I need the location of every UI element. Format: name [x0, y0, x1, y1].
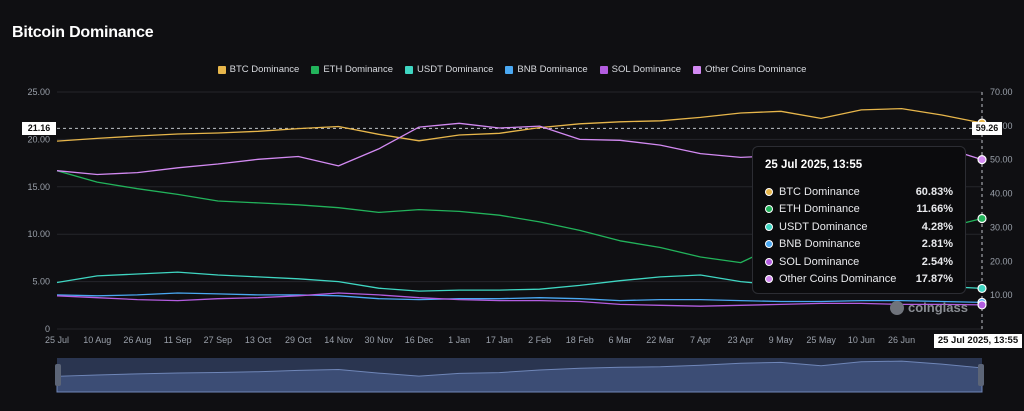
- crosshair-right-value: 59.26: [972, 122, 1002, 135]
- tooltip-dot-btc: [765, 187, 773, 196]
- navigator-area: [56, 360, 983, 393]
- tooltip-value: 4.28%: [921, 220, 953, 233]
- y-right-tick: 70.00: [990, 87, 1013, 97]
- tooltip-dot-usdt: [765, 222, 773, 231]
- coinglass-logo-icon: [890, 300, 904, 315]
- tooltip-title: 25 Jul 2025, 13:55: [765, 159, 863, 171]
- x-tick: 23 Apr: [728, 335, 754, 345]
- y-right-tick: 50.00: [990, 155, 1013, 165]
- x-tick: 14 Nov: [324, 335, 353, 345]
- series-line-bnb[interactable]: [56, 292, 983, 304]
- watermark: coinglass: [890, 300, 968, 315]
- x-tick: 1 Jan: [448, 335, 470, 345]
- legend-label-other: Other Coins Dominance: [705, 64, 807, 75]
- x-tick: 11 Sep: [164, 335, 192, 345]
- legend-label-btc: BTC Dominance: [229, 64, 300, 75]
- range-navigator[interactable]: [55, 358, 984, 393]
- x-tick: 25 May: [806, 335, 836, 345]
- legend-item-usdt[interactable]: USDT Dominance: [405, 64, 493, 75]
- crosshair-left-value: 21.16: [22, 122, 56, 135]
- navigator-handle-left[interactable]: [55, 364, 61, 386]
- tooltip-row-btc: BTC Dominance 60.83%: [765, 183, 953, 201]
- x-tick: 10 Jun: [848, 335, 875, 345]
- legend-label-sol: SOL Dominance: [611, 64, 681, 75]
- x-tick: 6 Mar: [609, 335, 632, 345]
- x-tick: 16 Dec: [405, 335, 434, 345]
- y-left-tick: 20.00: [27, 134, 50, 144]
- series-line-btc[interactable]: [56, 107, 983, 142]
- legend-swatch-usdt: [405, 65, 414, 74]
- legend-label-bnb: BNB Dominance: [517, 64, 588, 75]
- y-right-tick: 40.00: [990, 189, 1013, 199]
- legend-swatch-other: [693, 65, 701, 74]
- tooltip-row-sol: SOL Dominance 2.54%: [765, 253, 953, 271]
- x-tick: 10 Aug: [83, 335, 111, 345]
- x-tick: 26 Aug: [123, 335, 151, 345]
- tooltip-label: BTC Dominance: [779, 185, 860, 198]
- series-line-sol[interactable]: [56, 292, 983, 307]
- x-tick: 9 May: [769, 335, 794, 345]
- legend-item-eth[interactable]: ETH Dominance: [311, 64, 393, 75]
- tooltip-row-usdt: USDT Dominance 4.28%: [765, 218, 953, 236]
- x-tick: 22 Mar: [646, 335, 674, 345]
- series-marker-other: [977, 154, 987, 165]
- y-right-tick: 20.00: [990, 256, 1013, 266]
- tooltip-row-other: Other Coins Dominance 17.87%: [765, 271, 953, 289]
- tooltip-row-eth: ETH Dominance 11.66%: [765, 201, 953, 219]
- legend-swatch-bnb: [505, 65, 514, 74]
- y-right-tick: 30.00: [990, 222, 1013, 232]
- tooltip-label: SOL Dominance: [779, 255, 860, 268]
- x-tick: 29 Oct: [285, 335, 312, 345]
- legend-label-usdt: USDT Dominance: [417, 64, 494, 75]
- x-tick: 18 Feb: [566, 335, 594, 345]
- page-title: Bitcoin Dominance: [12, 24, 154, 41]
- series-marker-sol: [977, 300, 987, 310]
- x-tick: 25 Jul: [45, 335, 69, 345]
- tooltip-value: 2.81%: [921, 238, 953, 251]
- tooltip-dot-other: [765, 275, 773, 284]
- tooltip-value: 2.54%: [921, 255, 953, 268]
- y-right-tick: 10.00: [990, 290, 1013, 300]
- watermark-text: coinglass: [908, 300, 968, 315]
- tooltip-dot-eth: [765, 205, 773, 214]
- y-left-tick: 25.00: [27, 87, 50, 97]
- tooltip-dot-bnb: [765, 240, 773, 249]
- legend-item-sol[interactable]: SOL Dominance: [599, 64, 681, 75]
- legend-item-other[interactable]: Other Coins Dominance: [693, 64, 806, 75]
- tooltip-label: ETH Dominance: [779, 203, 860, 216]
- legend-swatch-btc: [217, 65, 226, 74]
- tooltip-value: 17.87%: [915, 273, 953, 286]
- series-marker-usdt: [977, 283, 987, 294]
- legend-swatch-sol: [599, 65, 608, 74]
- x-tick: 26 Jun: [888, 335, 915, 345]
- x-tick: 27 Sep: [204, 335, 233, 345]
- x-tick: 13 Oct: [245, 335, 272, 345]
- tooltip: 25 Jul 2025, 13:55 BTC Dominance 60.83% ET…: [752, 146, 966, 294]
- x-tick: 30 Nov: [364, 335, 393, 345]
- tooltip-value: 11.66%: [916, 203, 953, 216]
- tooltip-value: 60.83%: [915, 185, 953, 198]
- tooltip-label: USDT Dominance: [779, 220, 868, 233]
- x-tick: 2 Feb: [528, 335, 551, 345]
- legend-item-bnb[interactable]: BNB Dominance: [505, 64, 588, 75]
- x-tick: 7 Apr: [690, 335, 711, 345]
- legend-swatch-eth: [311, 65, 320, 74]
- legend-label-eth: ETH Dominance: [323, 64, 394, 75]
- crosshair-time-label: 25 Jul 2025, 13:55: [934, 334, 1022, 348]
- navigator-handle-right[interactable]: [978, 364, 984, 386]
- tooltip-row-bnb: BNB Dominance 2.81%: [765, 236, 953, 254]
- series-marker-eth: [977, 213, 987, 224]
- y-left-tick: 5.00: [32, 277, 50, 287]
- tooltip-label: BNB Dominance: [779, 238, 861, 251]
- y-left-tick: 0: [45, 324, 50, 334]
- legend-item-btc[interactable]: BTC Dominance: [217, 64, 300, 75]
- x-tick: 17 Jan: [486, 335, 513, 345]
- tooltip-dot-sol: [765, 257, 773, 266]
- tooltip-label: Other Coins Dominance: [779, 273, 897, 286]
- y-left-tick: 10.00: [27, 229, 50, 239]
- legend: BTC Dominance ETH Dominance USDT Dominance…: [0, 64, 1024, 77]
- y-left-tick: 15.00: [27, 182, 50, 192]
